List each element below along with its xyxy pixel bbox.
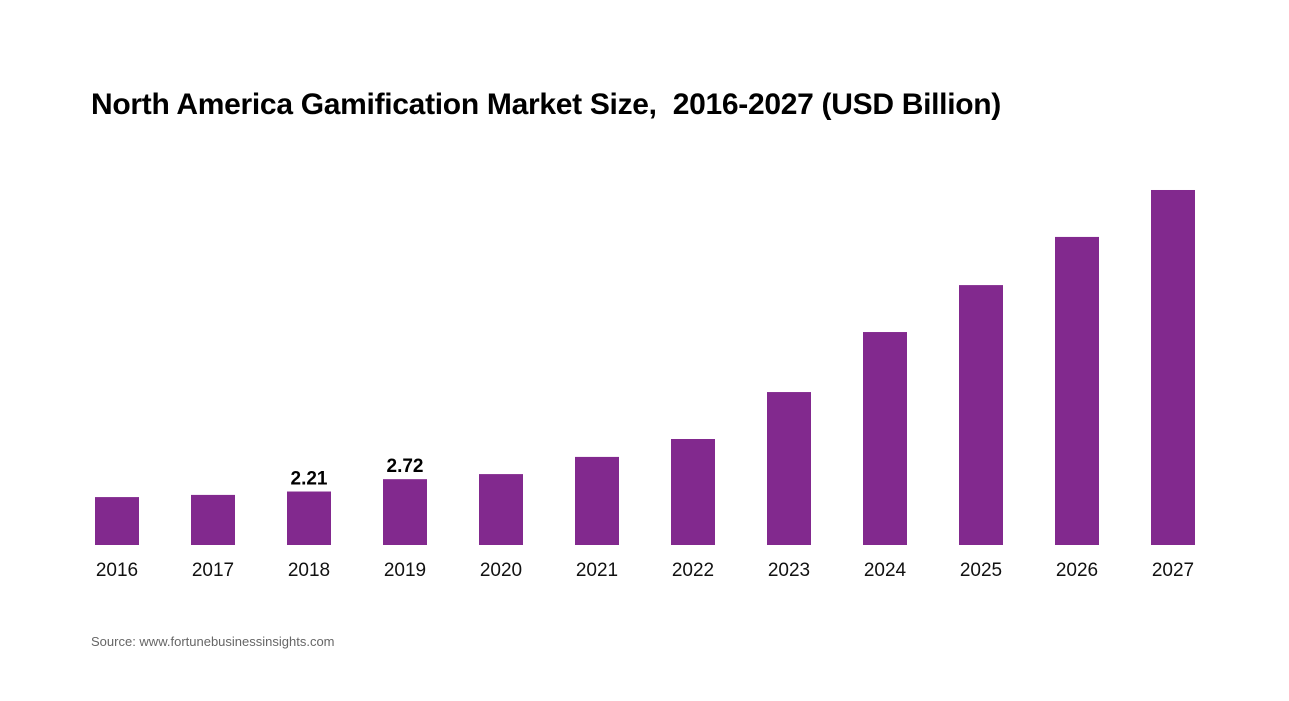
- bar-2025: [959, 285, 1003, 545]
- bar-2019: [383, 479, 427, 545]
- data-label-2018: 2.21: [291, 469, 328, 490]
- bar-2018: [287, 491, 331, 545]
- bar-2026: [1055, 236, 1099, 545]
- bar-2027: [1151, 189, 1195, 545]
- source-note: Source: www.fortunebusinessinsights.com: [91, 634, 335, 649]
- x-tick-label: 2023: [768, 560, 810, 581]
- x-tick-label: 2016: [96, 560, 138, 581]
- bar-2024: [863, 332, 907, 545]
- x-tick-label: 2025: [960, 560, 1002, 581]
- x-tick-label: 2021: [576, 560, 618, 581]
- chart-title: North America Gamification Market Size, …: [91, 88, 1001, 121]
- bar-2021: [575, 456, 619, 545]
- bar-2020: [479, 474, 523, 545]
- data-label-2019: 2.72: [387, 456, 424, 477]
- bar-2016: [95, 497, 139, 545]
- bar-2022: [671, 439, 715, 545]
- bar-2023: [767, 392, 811, 545]
- x-tick-label: 2027: [1152, 560, 1194, 581]
- bar-2017: [191, 494, 235, 545]
- x-tick-label: 2022: [672, 560, 714, 581]
- x-tick-label: 2017: [192, 560, 234, 581]
- x-tick-label: 2019: [384, 560, 426, 581]
- x-tick-label: 2018: [288, 560, 330, 581]
- x-tick-label: 2020: [480, 560, 522, 581]
- x-tick-label: 2026: [1056, 560, 1098, 581]
- x-tick-label: 2024: [864, 560, 907, 581]
